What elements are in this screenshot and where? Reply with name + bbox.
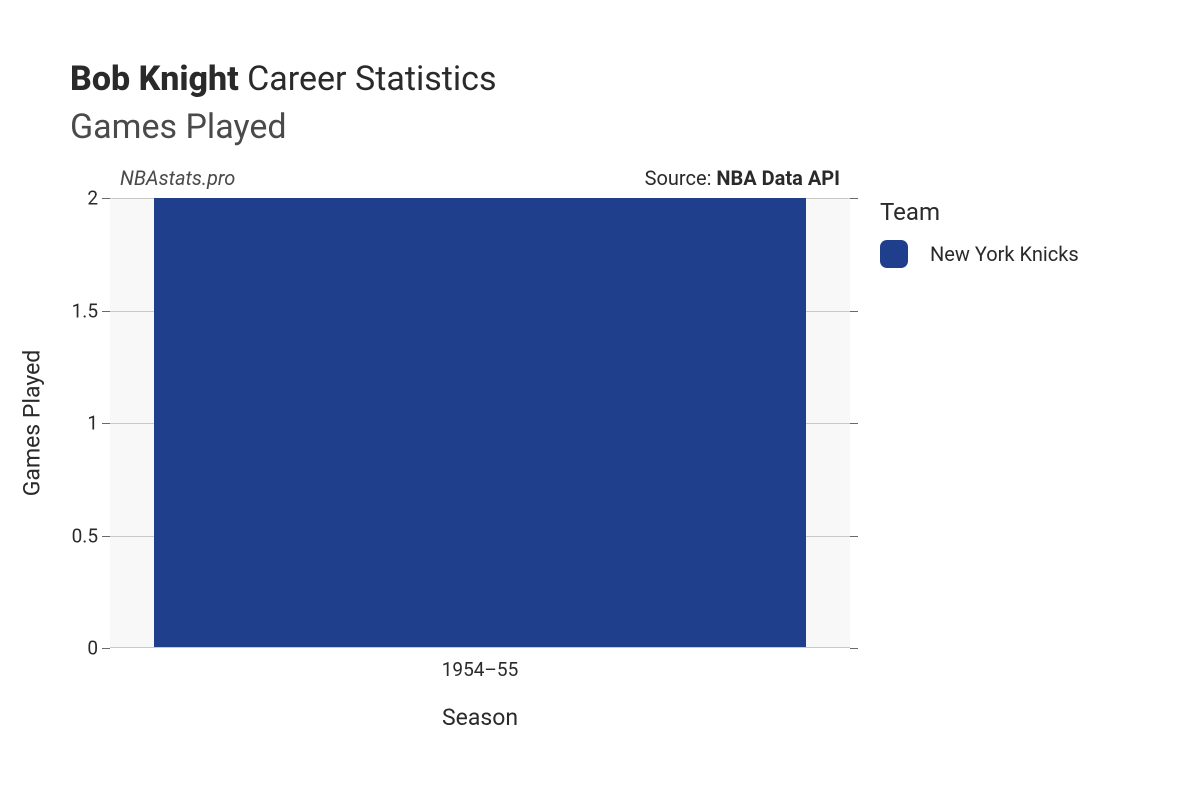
legend-swatch xyxy=(880,240,908,268)
chart-container: Bob Knight Career Statistics Games Playe… xyxy=(0,0,1200,800)
source-attribution: Source: NBA Data API xyxy=(645,166,840,190)
y-tick-label: 0 xyxy=(38,637,98,660)
title-block: Bob Knight Career Statistics Games Playe… xyxy=(70,58,497,147)
plot-area: Games Played Season 00.511.521954–55 xyxy=(110,198,850,648)
y-tick-label: 2 xyxy=(38,187,98,210)
player-name: Bob Knight xyxy=(70,59,239,99)
source-prefix: Source: xyxy=(645,166,717,190)
legend-items: New York Knicks xyxy=(880,240,1079,268)
legend: Team New York Knicks xyxy=(880,198,1079,268)
title-suffix: Career Statistics xyxy=(247,59,496,99)
y-tick xyxy=(850,423,858,424)
y-tick xyxy=(850,536,858,537)
chart-title: Bob Knight Career Statistics xyxy=(70,58,497,101)
y-tick xyxy=(102,198,110,199)
y-tick xyxy=(850,648,858,649)
y-tick-label: 1.5 xyxy=(38,299,98,322)
legend-label: New York Knicks xyxy=(930,242,1079,266)
legend-item: New York Knicks xyxy=(880,240,1079,268)
y-tick xyxy=(850,198,858,199)
source-name: NBA Data API xyxy=(716,166,840,190)
y-tick xyxy=(102,648,110,649)
x-tick-label: 1954–55 xyxy=(380,658,580,681)
legend-title: Team xyxy=(880,198,1079,226)
bar xyxy=(154,198,805,647)
y-tick-label: 0.5 xyxy=(38,524,98,547)
y-tick xyxy=(102,423,110,424)
y-tick xyxy=(850,311,858,312)
baseline xyxy=(110,647,850,648)
y-tick xyxy=(102,536,110,537)
y-tick xyxy=(102,311,110,312)
site-attribution: NBAstats.pro xyxy=(120,166,235,190)
y-tick-label: 1 xyxy=(38,412,98,435)
chart-subtitle: Games Played xyxy=(70,107,497,147)
x-axis-title: Season xyxy=(442,704,518,731)
